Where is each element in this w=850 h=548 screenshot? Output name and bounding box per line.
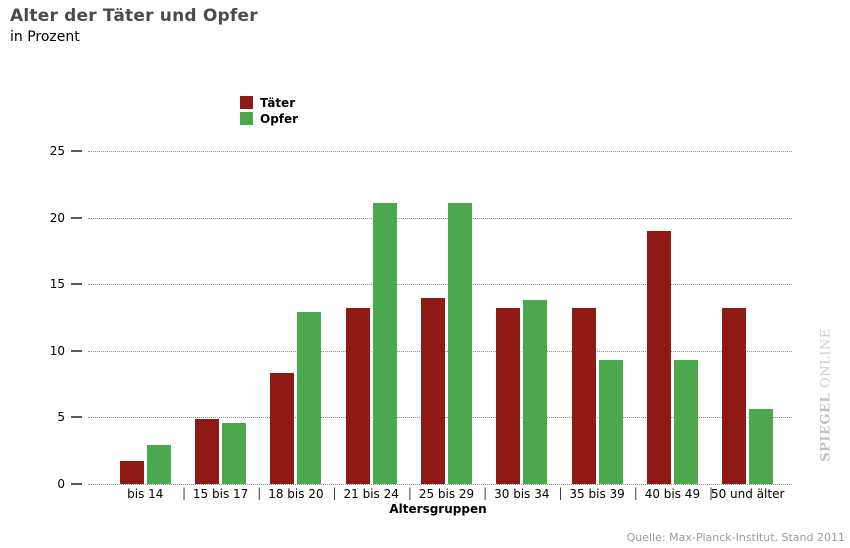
y-tick-5: 5 xyxy=(0,409,82,425)
y-tick-mark xyxy=(71,349,82,352)
y-tick-25: 25 xyxy=(0,143,82,159)
x-category-separator: | xyxy=(332,486,337,500)
y-tick-label: 5 xyxy=(57,410,65,425)
x-category-separator: | xyxy=(633,486,638,500)
bar-opfer-18-bis-20 xyxy=(297,312,322,484)
y-tick-15: 15 xyxy=(0,276,82,292)
y-tick-mark xyxy=(71,416,82,419)
x-category-label-35-bis-39: 35 bis 39 xyxy=(569,487,625,501)
x-category-separator: | xyxy=(709,486,714,500)
bar-taeter-21-bis-24 xyxy=(345,308,370,484)
x-category-separator: | xyxy=(558,486,563,500)
y-tick-mark xyxy=(71,216,82,219)
gridline-20 xyxy=(88,217,792,219)
x-category-label-40-bis-49: 40 bis 49 xyxy=(644,487,701,501)
bar-opfer-30-bis-34 xyxy=(523,300,548,484)
x-category-label-21-bis-24: 21 bis 24 xyxy=(343,487,399,501)
x-axis: bis 14 | 15 bis 17 | 18 bis 20 | 21 bis 24 | 25 … xyxy=(88,486,792,501)
x-category-label-15-bis-17: 15 bis 17 xyxy=(192,487,249,501)
bar-taeter-18-bis-20 xyxy=(270,373,295,484)
watermark-brand: SPIEGEL xyxy=(818,392,834,462)
bar-opfer-35-bis-39 xyxy=(598,360,623,484)
bar-opfer-40-bis-49 xyxy=(673,360,698,484)
bar-taeter-40-bis-49 xyxy=(646,231,671,484)
x-category-label-50-und-aelter: 50 und älter xyxy=(710,487,785,501)
y-tick-10: 10 xyxy=(0,343,82,359)
legend-label: Opfer xyxy=(260,111,299,126)
legend-swatch-opfer xyxy=(240,112,253,125)
bar-taeter-25-bis-29 xyxy=(421,298,445,484)
x-category-separator: | xyxy=(181,486,186,500)
y-tick-label: 25 xyxy=(49,144,65,158)
legend-item-taeter: Täter xyxy=(240,95,298,110)
gridline-0 xyxy=(88,484,792,485)
x-category-label-30-bis-34: 30 bis 34 xyxy=(494,487,550,501)
plot-area xyxy=(88,151,792,485)
y-tick-20: 20 xyxy=(0,210,82,226)
watermark: SPIEGEL ONLINE xyxy=(819,328,834,461)
legend-item-opfer: Opfer xyxy=(240,111,299,126)
x-axis-title: Altersgruppen xyxy=(389,502,487,516)
x-category-label-18-bis-20: 18 bis 20 xyxy=(268,487,324,501)
bar-taeter-50-und-aelter xyxy=(722,308,747,484)
bar-opfer-15-bis-17 xyxy=(222,423,247,484)
bar-taeter-35-bis-39 xyxy=(571,308,596,484)
bar-taeter-30-bis-34 xyxy=(496,308,521,484)
source-note: Quelle: Max-Planck-Institut, Stand 2011 xyxy=(626,531,845,544)
y-tick-label: 20 xyxy=(49,210,65,225)
x-category-separator: | xyxy=(257,486,262,500)
bar-opfer-bis-14 xyxy=(146,445,171,484)
x-category-label-bis-14: bis 14 xyxy=(127,487,164,501)
bar-opfer-50-und-aelter xyxy=(749,409,774,484)
y-tick-mark xyxy=(71,283,82,286)
y-tick-0: 0 xyxy=(0,476,82,492)
gridline-15 xyxy=(88,284,792,286)
y-tick-label: 15 xyxy=(49,277,65,292)
y-tick-mark xyxy=(71,150,82,152)
bar-opfer-25-bis-29 xyxy=(448,203,472,484)
bar-opfer-21-bis-24 xyxy=(372,203,397,484)
bar-taeter-bis-14 xyxy=(119,461,144,484)
y-tick-mark xyxy=(71,483,82,485)
legend-swatch-taeter xyxy=(240,96,253,109)
legend: Täter Opfer xyxy=(240,96,298,128)
x-category-label-25-bis-29: 25 bis 29 xyxy=(418,487,475,501)
gridline-25 xyxy=(88,151,792,152)
x-category-separator: | xyxy=(483,486,488,500)
y-axis: 0 5 10 15 20 25 xyxy=(0,0,86,548)
page-title: Alter der Täter und Opfer xyxy=(10,6,258,26)
bar-taeter-15-bis-17 xyxy=(195,419,220,484)
y-tick-label: 0 xyxy=(57,477,65,491)
watermark-brand-suffix: ONLINE xyxy=(818,328,834,388)
legend-label: Täter xyxy=(260,95,296,110)
x-category-separator: | xyxy=(407,486,412,500)
page-subtitle: in Prozent xyxy=(10,29,80,45)
y-tick-label: 10 xyxy=(49,343,65,358)
